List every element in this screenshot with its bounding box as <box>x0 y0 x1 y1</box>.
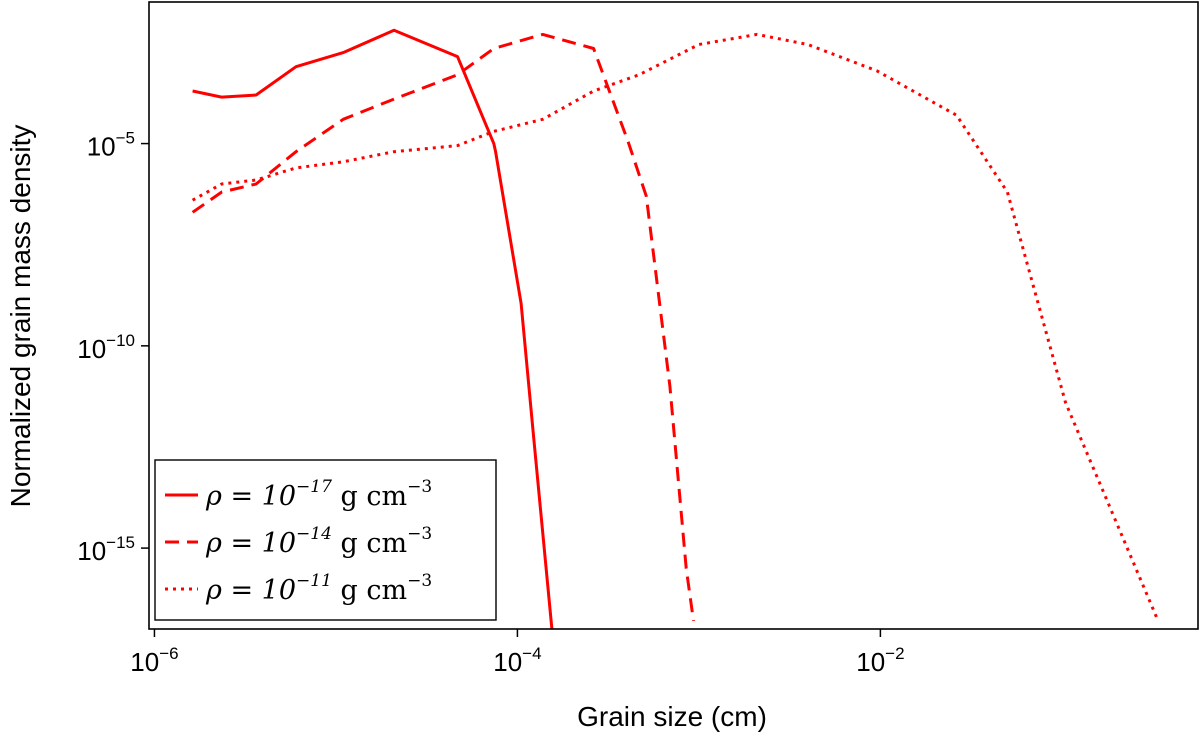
y-axis-label: Normalized grain mass density <box>5 125 36 508</box>
x-axis-label: Grain size (cm) <box>577 701 767 732</box>
plot-frame <box>148 1 1199 630</box>
x-axis-ticks: 10−6 10−4 10−2 <box>130 629 905 677</box>
y-tick-label: 10−15 <box>77 533 135 566</box>
legend-label: ρ = 10−17 g cm−3 <box>205 477 432 512</box>
series-line-solid <box>192 28 554 629</box>
series-group <box>191 28 1160 629</box>
legend-box <box>154 459 497 621</box>
series-line-dashed <box>191 32 695 622</box>
legend-label: ρ = 10−11 g cm−3 <box>205 571 432 606</box>
x-tick-label: 10−6 <box>130 644 178 677</box>
y-axis-ticks: 10−5 10−10 10−15 <box>77 129 149 566</box>
x-tick-label: 10−4 <box>493 644 541 677</box>
legend: ρ = 10−17 g cm−3 ρ = 10−14 g cm−3 ρ = 10−1… <box>154 459 497 621</box>
y-tick-label: 10−5 <box>87 129 135 162</box>
legend-label: ρ = 10−14 g cm−3 <box>205 524 432 559</box>
y-tick-label: 10−10 <box>77 331 135 364</box>
x-tick-label: 10−2 <box>856 644 904 677</box>
